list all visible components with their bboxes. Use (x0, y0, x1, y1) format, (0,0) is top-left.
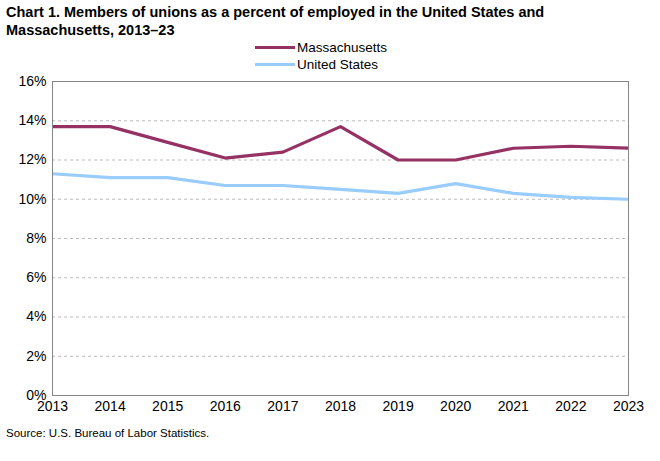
svg-text:2019: 2019 (383, 398, 414, 414)
svg-text:4%: 4% (26, 308, 46, 324)
svg-text:0%: 0% (26, 387, 47, 403)
svg-text:2023: 2023 (613, 398, 644, 414)
html-text:Chart 1. Members of unions as: Chart 1. Members of unions as a percent … (6, 4, 545, 38)
svg-text:2014: 2014 (95, 398, 126, 414)
svg-text:2022: 2022 (555, 398, 586, 414)
svg-text:8%: 8% (26, 230, 46, 246)
svg-text:2018: 2018 (325, 398, 356, 414)
svg-text:12%: 12% (18, 151, 46, 167)
svg-text:2%: 2% (26, 348, 46, 364)
svg-text:16%: 16% (18, 73, 46, 89)
svg-text:2017: 2017 (267, 398, 298, 414)
svg-text:2020: 2020 (440, 398, 471, 414)
svg-text:2016: 2016 (210, 398, 241, 414)
svg-text:2013: 2013 (37, 398, 68, 414)
html-text:Source: U.S. Bureau of Labor S: Source: U.S. Bureau of Labor Statistics. (6, 427, 210, 439)
svg-text:10%: 10% (18, 191, 46, 207)
svg-text:6%: 6% (26, 269, 46, 285)
svg-text:14%: 14% (18, 112, 46, 128)
html-text:United States: United States (297, 57, 378, 72)
svg-text:2015: 2015 (152, 398, 183, 414)
svg-text:2021: 2021 (498, 398, 529, 414)
html-text:Massachusetts: Massachusetts (297, 40, 387, 55)
